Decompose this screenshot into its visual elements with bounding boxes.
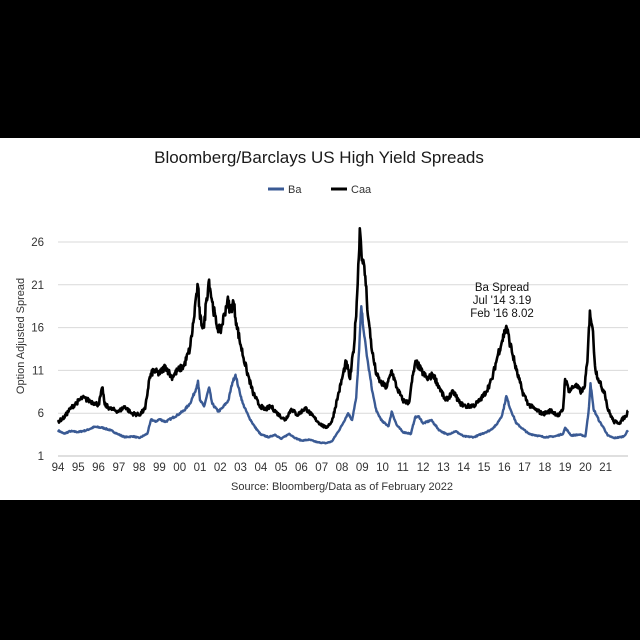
x-tick-label: 21 <box>599 462 612 474</box>
y-tick-label: 1 <box>38 451 44 463</box>
x-tick-label: 05 <box>275 462 288 474</box>
x-tick-label: 14 <box>457 462 470 474</box>
x-tick-label: 02 <box>214 462 227 474</box>
chart-title: Bloomberg/Barclays US High Yield Spreads <box>154 148 484 167</box>
legend: Ba Caa <box>268 184 372 196</box>
annotation-line-2: Jul '14 3.19 <box>473 295 531 307</box>
x-tick-label: 96 <box>92 462 105 474</box>
x-tick-label: 97 <box>112 462 125 474</box>
y-tick-label: 21 <box>31 280 44 292</box>
x-tick-label: 01 <box>194 462 207 474</box>
x-tick-label: 95 <box>72 462 85 474</box>
x-tick-label: 11 <box>397 462 409 474</box>
x-tick-label: 19 <box>559 462 572 474</box>
legend-label-caa: Caa <box>351 184 372 196</box>
x-tick-label: 99 <box>153 462 166 474</box>
annotation-line-3: Feb '16 8.02 <box>470 308 534 320</box>
series-line-ba <box>56 305 629 445</box>
x-tick-label: 10 <box>376 462 389 474</box>
source-note: Source: Bloomberg/Data as of February 20… <box>231 481 453 493</box>
x-tick-label: 98 <box>133 462 146 474</box>
x-tick-label: 07 <box>315 462 328 474</box>
y-tick-label: 16 <box>31 323 44 335</box>
chart-panel: Bloomberg/Barclays US High Yield Spreads… <box>0 138 640 500</box>
legend-label-ba: Ba <box>288 184 302 196</box>
x-tick-label: 00 <box>173 462 186 474</box>
x-tick-label: 12 <box>417 462 430 474</box>
chart-canvas: Bloomberg/Barclays US High Yield Spreads… <box>15 148 629 493</box>
series-line-caa <box>56 227 629 430</box>
x-tick-label: 94 <box>52 462 65 474</box>
y-tick-label: 6 <box>38 408 44 420</box>
x-tick-label: 13 <box>437 462 450 474</box>
x-tick-label: 20 <box>579 462 592 474</box>
y-axis-label: Option Adjusted Spread <box>15 278 27 394</box>
x-tick-label: 16 <box>498 462 511 474</box>
x-tick-labels: 94 95 96 97 98 99 00 01 02 03 04 05 06 07 08 09 10 11 12 13… <box>52 462 612 474</box>
x-tick-label: 18 <box>538 462 551 474</box>
x-tick-label: 06 <box>295 462 308 474</box>
x-tick-label: 03 <box>234 462 247 474</box>
y-tick-label: 11 <box>32 365 44 377</box>
annotation-line-1: Ba Spread <box>475 282 529 294</box>
y-tick-label: 26 <box>31 237 44 249</box>
annotation: Ba Spread Jul '14 3.19 Feb '16 8.02 <box>470 282 534 320</box>
x-tick-label: 09 <box>356 462 369 474</box>
x-tick-label: 15 <box>478 462 491 474</box>
x-tick-label: 08 <box>336 462 349 474</box>
series-lines <box>56 227 629 445</box>
x-tick-label: 17 <box>518 462 531 474</box>
x-tick-label: 04 <box>254 462 267 474</box>
